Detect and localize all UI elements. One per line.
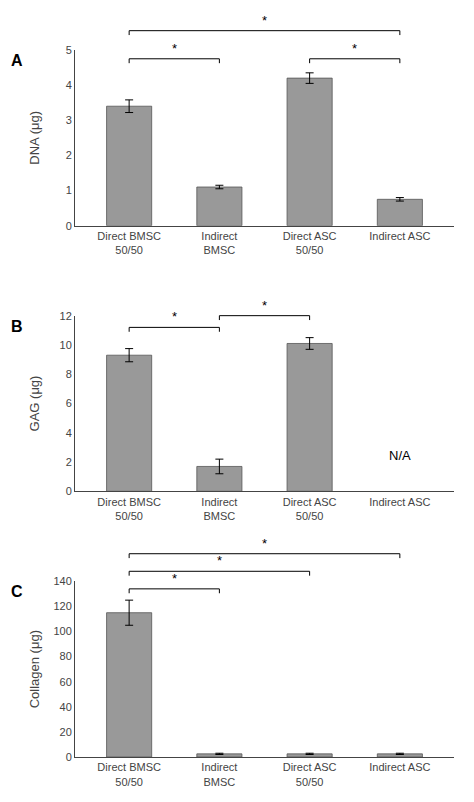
svg-text:Indirect ASC: Indirect ASC (369, 761, 430, 773)
svg-text:*: * (262, 13, 267, 28)
svg-text:100: 100 (53, 625, 71, 637)
svg-text:40: 40 (60, 701, 72, 713)
svg-text:*: * (262, 298, 267, 313)
svg-text:5: 5 (66, 44, 72, 56)
svg-text:60: 60 (60, 676, 72, 688)
svg-text:10: 10 (60, 339, 72, 351)
svg-text:*: * (352, 41, 357, 56)
svg-text:120: 120 (53, 600, 71, 612)
svg-text:2: 2 (66, 149, 72, 161)
svg-text:C: C (11, 583, 23, 600)
svg-text:Direct BMSC50/50: Direct BMSC50/50 (97, 230, 161, 256)
svg-text:*: * (262, 536, 267, 551)
svg-text:12: 12 (60, 310, 72, 322)
svg-text:Direct ASC50/50: Direct ASC50/50 (283, 761, 337, 787)
svg-text:0: 0 (66, 485, 72, 497)
svg-text:GAG (μg): GAG (μg) (27, 376, 42, 432)
svg-text:4: 4 (66, 79, 72, 91)
svg-text:140: 140 (53, 575, 71, 587)
svg-text:3: 3 (66, 114, 72, 126)
svg-text:*: * (172, 571, 177, 586)
svg-text:B: B (11, 318, 23, 335)
svg-text:Indirect ASC: Indirect ASC (369, 496, 430, 508)
svg-text:Direct ASC50/50: Direct ASC50/50 (283, 230, 337, 256)
svg-text:0: 0 (66, 220, 72, 232)
svg-text:2: 2 (66, 456, 72, 468)
svg-text:6: 6 (66, 397, 72, 409)
svg-text:Indirect ASC: Indirect ASC (369, 230, 430, 242)
svg-text:80: 80 (60, 650, 72, 662)
svg-text:DNA (μg): DNA (μg) (27, 111, 42, 165)
svg-text:Direct BMSC50/50: Direct BMSC50/50 (97, 496, 161, 522)
svg-text:Direct BMSC50/50: Direct BMSC50/50 (97, 761, 161, 787)
svg-text:A: A (11, 52, 23, 69)
svg-text:20: 20 (60, 726, 72, 738)
svg-text:IndirectBMSC: IndirectBMSC (201, 230, 237, 256)
svg-text:0: 0 (66, 751, 72, 763)
svg-text:IndirectBMSC: IndirectBMSC (201, 496, 237, 522)
svg-text:4: 4 (66, 427, 72, 439)
svg-text:N/A: N/A (389, 448, 411, 463)
svg-text:8: 8 (66, 368, 72, 380)
svg-text:IndirectBMSC: IndirectBMSC (201, 761, 237, 787)
svg-text:*: * (172, 309, 177, 324)
svg-text:*: * (172, 41, 177, 56)
svg-text:Collagen (μg): Collagen (μg) (27, 630, 42, 708)
svg-text:1: 1 (66, 184, 72, 196)
svg-text:Direct ASC50/50: Direct ASC50/50 (283, 496, 337, 522)
svg-text:*: * (217, 553, 222, 568)
